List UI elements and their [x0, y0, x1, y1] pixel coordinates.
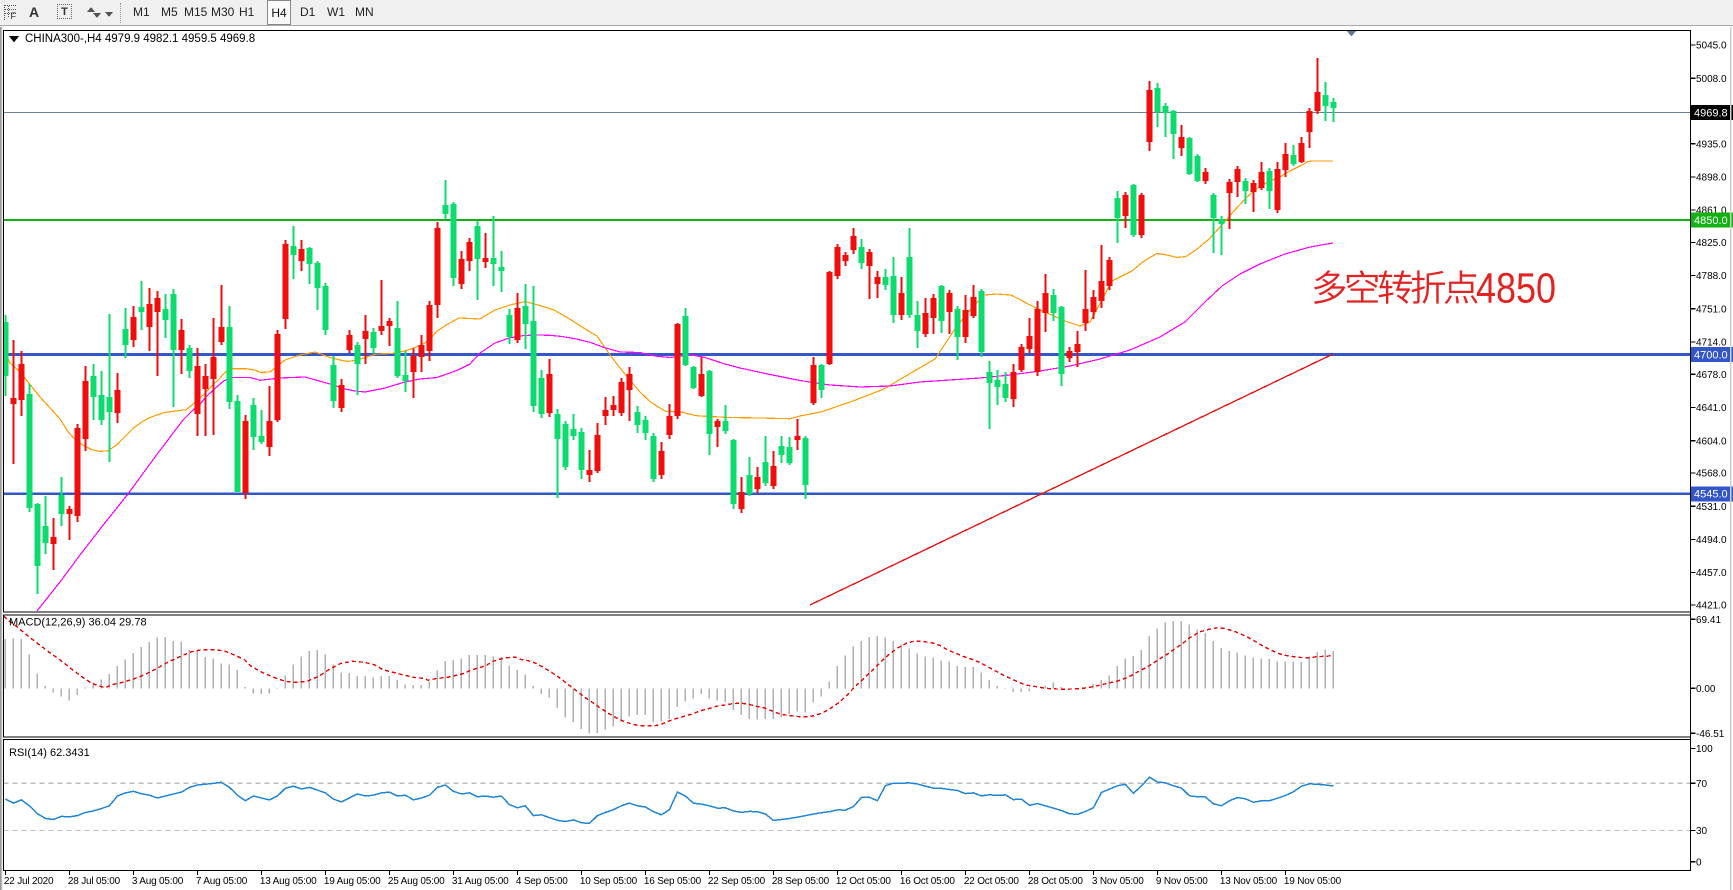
svg-text:69.41: 69.41 — [1696, 615, 1721, 626]
svg-text:12 Oct 05:00: 12 Oct 05:00 — [836, 876, 891, 887]
svg-text:10 Sep 05:00: 10 Sep 05:00 — [580, 876, 638, 887]
svg-text:4494.0: 4494.0 — [1696, 535, 1727, 546]
svg-text:4604.0: 4604.0 — [1696, 436, 1727, 447]
svg-text:4457.0: 4457.0 — [1696, 568, 1727, 579]
svg-text:22 Oct 05:00: 22 Oct 05:00 — [964, 876, 1019, 887]
svg-text:4825.0: 4825.0 — [1696, 238, 1727, 249]
svg-text:4861.0: 4861.0 — [1696, 206, 1727, 217]
svg-text:19 Nov 05:00: 19 Nov 05:00 — [1284, 876, 1342, 887]
svg-text:4568.0: 4568.0 — [1696, 469, 1727, 480]
svg-text:5008.0: 5008.0 — [1696, 74, 1727, 85]
svg-text:4751.0: 4751.0 — [1696, 304, 1727, 315]
svg-text:13 Aug 05:00: 13 Aug 05:00 — [260, 876, 317, 887]
svg-text:4421.0: 4421.0 — [1696, 601, 1727, 612]
svg-text:4850.0: 4850.0 — [1694, 215, 1728, 227]
svg-text:19 Aug 05:00: 19 Aug 05:00 — [324, 876, 381, 887]
svg-text:4531.0: 4531.0 — [1696, 502, 1727, 513]
svg-text:4935.0: 4935.0 — [1696, 139, 1727, 150]
svg-text:9 Nov 05:00: 9 Nov 05:00 — [1156, 876, 1208, 887]
svg-text:4700.0: 4700.0 — [1694, 350, 1728, 362]
svg-text:MACD(12,26,9) 36.04 29.78: MACD(12,26,9) 36.04 29.78 — [9, 617, 147, 629]
svg-text:7 Aug 05:00: 7 Aug 05:00 — [196, 876, 248, 887]
svg-text:100: 100 — [1696, 744, 1713, 755]
svg-text:3 Nov 05:00: 3 Nov 05:00 — [1092, 876, 1144, 887]
svg-text:70: 70 — [1696, 779, 1708, 790]
svg-text:4969.8: 4969.8 — [1694, 108, 1728, 120]
svg-text:5045.0: 5045.0 — [1696, 41, 1727, 52]
svg-text:16 Sep 05:00: 16 Sep 05:00 — [644, 876, 702, 887]
svg-text:31 Aug 05:00: 31 Aug 05:00 — [452, 876, 509, 887]
svg-text:RSI(14) 62.3431: RSI(14) 62.3431 — [9, 747, 90, 759]
svg-text:22 Sep 05:00: 22 Sep 05:00 — [708, 876, 766, 887]
svg-text:4898.0: 4898.0 — [1696, 173, 1727, 184]
svg-text:CHINA300-,H4 4979.9 4982.1 49: CHINA300-,H4 4979.9 4982.1 4959.5 4969.8 — [25, 33, 255, 45]
svg-text:3 Aug 05:00: 3 Aug 05:00 — [132, 876, 184, 887]
svg-text:13 Nov 05:00: 13 Nov 05:00 — [1220, 876, 1278, 887]
svg-text:28 Sep 05:00: 28 Sep 05:00 — [772, 876, 830, 887]
svg-text:4678.0: 4678.0 — [1696, 370, 1727, 381]
svg-text:4545.0: 4545.0 — [1694, 489, 1728, 501]
svg-text:4788.0: 4788.0 — [1696, 271, 1727, 282]
svg-text:0: 0 — [1696, 857, 1702, 868]
svg-text:4850: 4850 — [1476, 266, 1556, 313]
svg-text:0.00: 0.00 — [1696, 684, 1716, 695]
svg-text:22 Jul 2020: 22 Jul 2020 — [4, 876, 54, 887]
svg-text:25 Aug 05:00: 25 Aug 05:00 — [388, 876, 445, 887]
svg-text:4714.0: 4714.0 — [1696, 338, 1727, 349]
svg-text:28 Oct 05:00: 28 Oct 05:00 — [1028, 876, 1083, 887]
svg-text:30: 30 — [1696, 826, 1708, 837]
svg-text:4641.0: 4641.0 — [1696, 403, 1727, 414]
svg-text:16 Oct 05:00: 16 Oct 05:00 — [900, 876, 955, 887]
svg-text:4 Sep 05:00: 4 Sep 05:00 — [516, 876, 568, 887]
svg-text:28 Jul 05:00: 28 Jul 05:00 — [68, 876, 121, 887]
svg-text:-46.51: -46.51 — [1696, 729, 1725, 740]
